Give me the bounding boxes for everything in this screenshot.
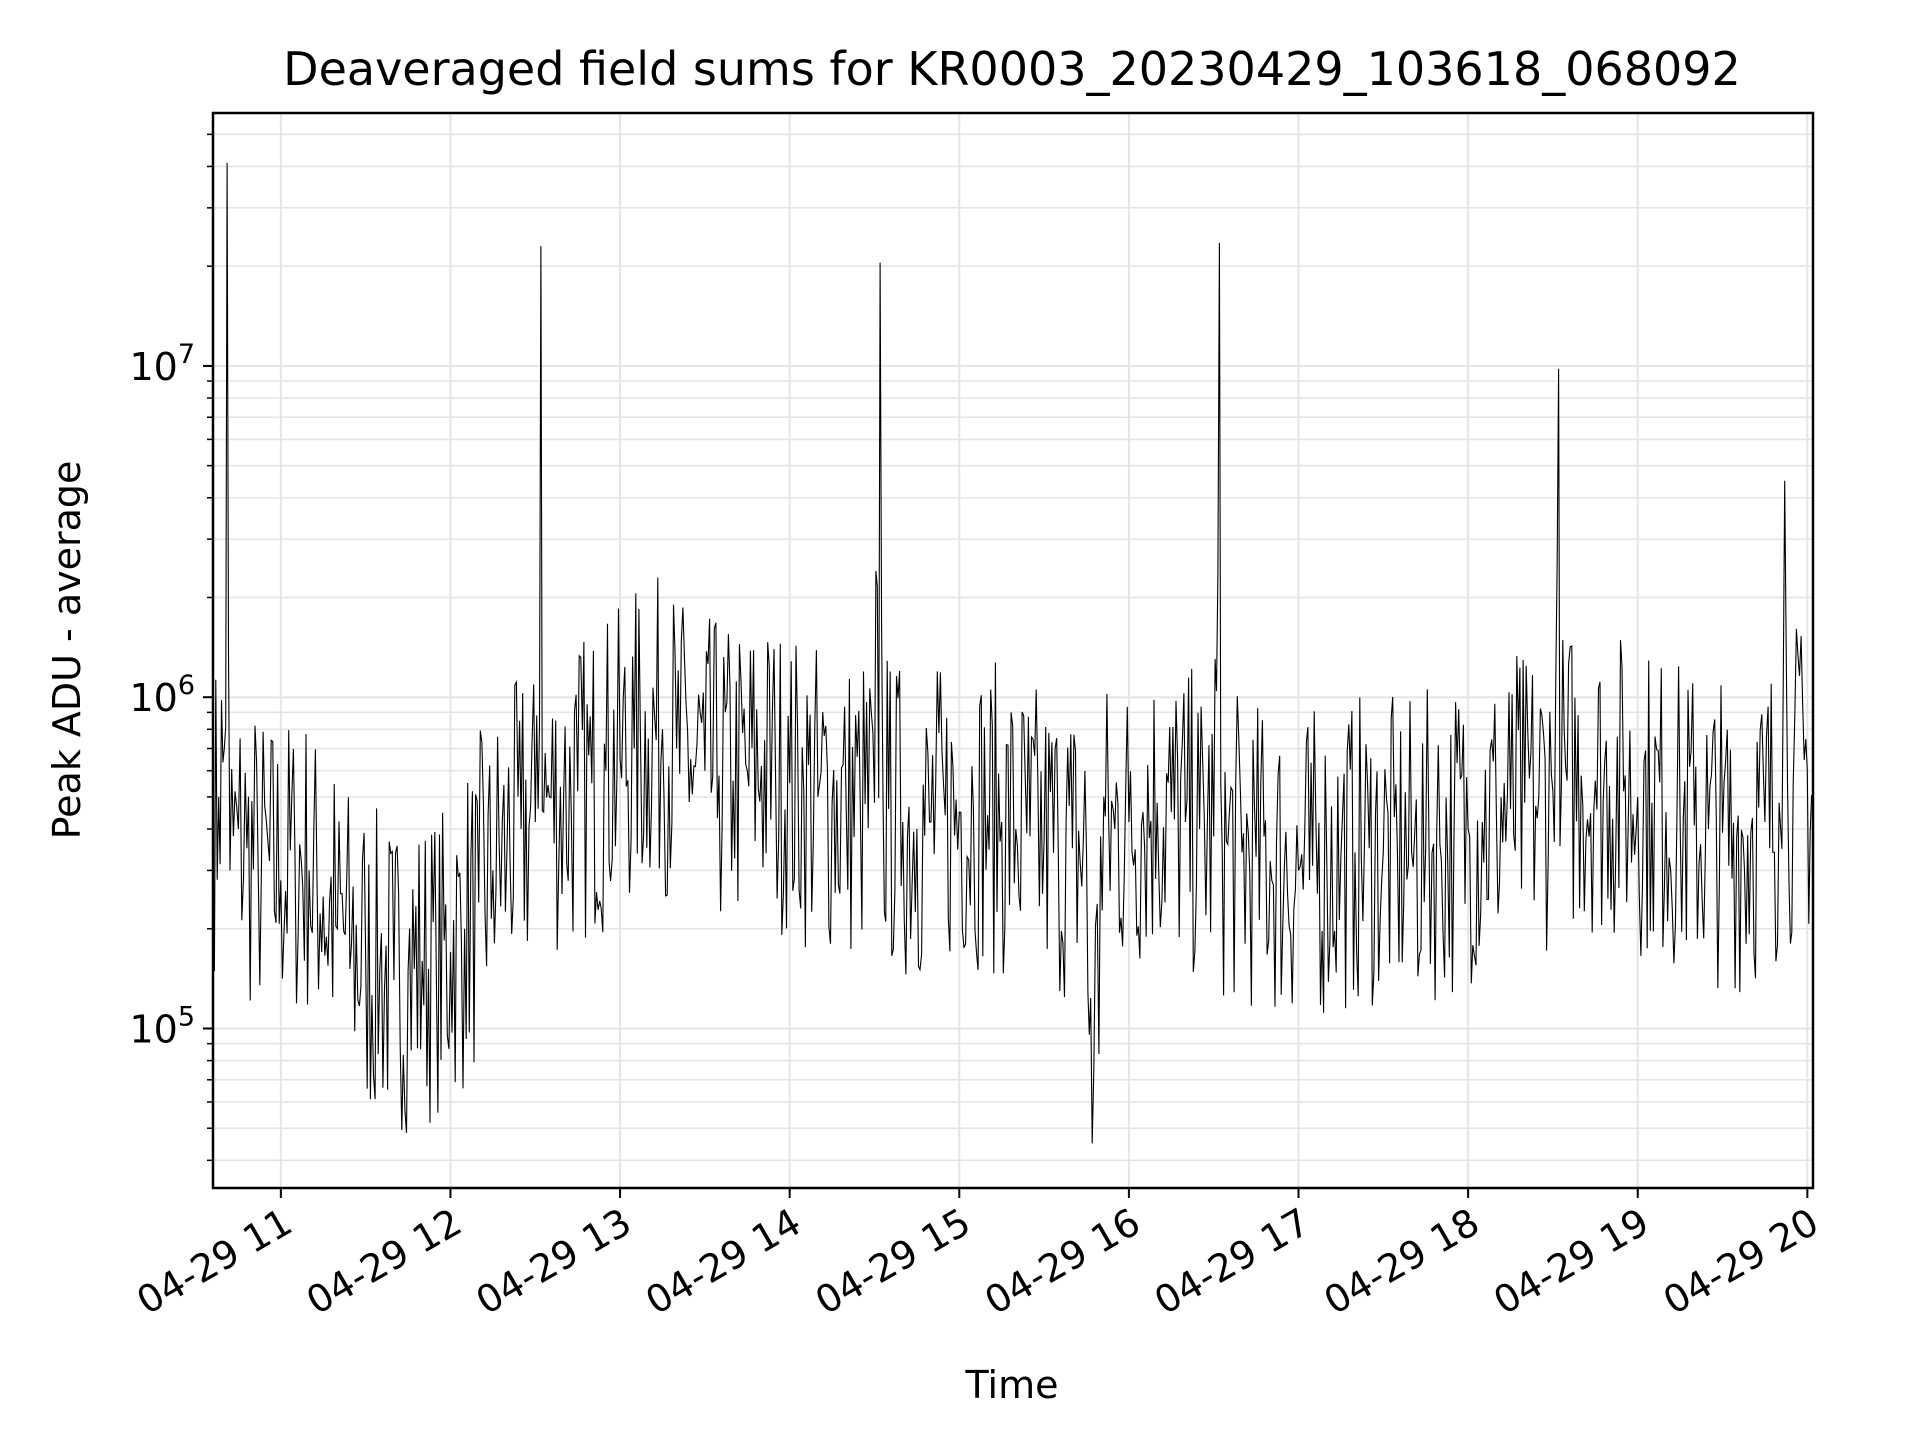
x-tick-label: 04-29 20 (1656, 1200, 1826, 1324)
x-tick-label: 04-29 12 (299, 1200, 469, 1324)
y-tick-label: 105 (129, 1001, 195, 1051)
plot-series (212, 162, 1814, 1144)
x-tick-label: 04-29 17 (1147, 1200, 1317, 1324)
x-tick-label: 04-29 11 (129, 1200, 299, 1324)
plot-frame (211, 111, 1815, 1190)
y-tick-label: 107 (129, 339, 195, 389)
gridlines (213, 113, 1813, 1188)
x-tick-label: 04-29 16 (977, 1200, 1147, 1324)
series-line (212, 162, 1814, 1144)
x-axis-ticks: 04-29 11 04-29 12 04-29 13 04-29 14 04-29 15… (129, 1188, 1826, 1324)
y-tick-label: 106 (129, 670, 195, 720)
y-axis-ticks: 105 106 107 (129, 133, 213, 1162)
chart-title: Deaveraged field sums for KR0003_2023042… (283, 42, 1741, 96)
x-tick-label: 04-29 13 (469, 1200, 639, 1324)
x-tick-label: 04-29 15 (808, 1200, 978, 1324)
x-tick-label: 04-29 18 (1317, 1200, 1487, 1324)
x-tick-label: 04-29 19 (1486, 1200, 1656, 1324)
y-axis-label: Peak ADU - average (45, 461, 89, 840)
x-tick-label: 04-29 14 (638, 1200, 808, 1324)
x-axis-label: Time (965, 1363, 1059, 1407)
